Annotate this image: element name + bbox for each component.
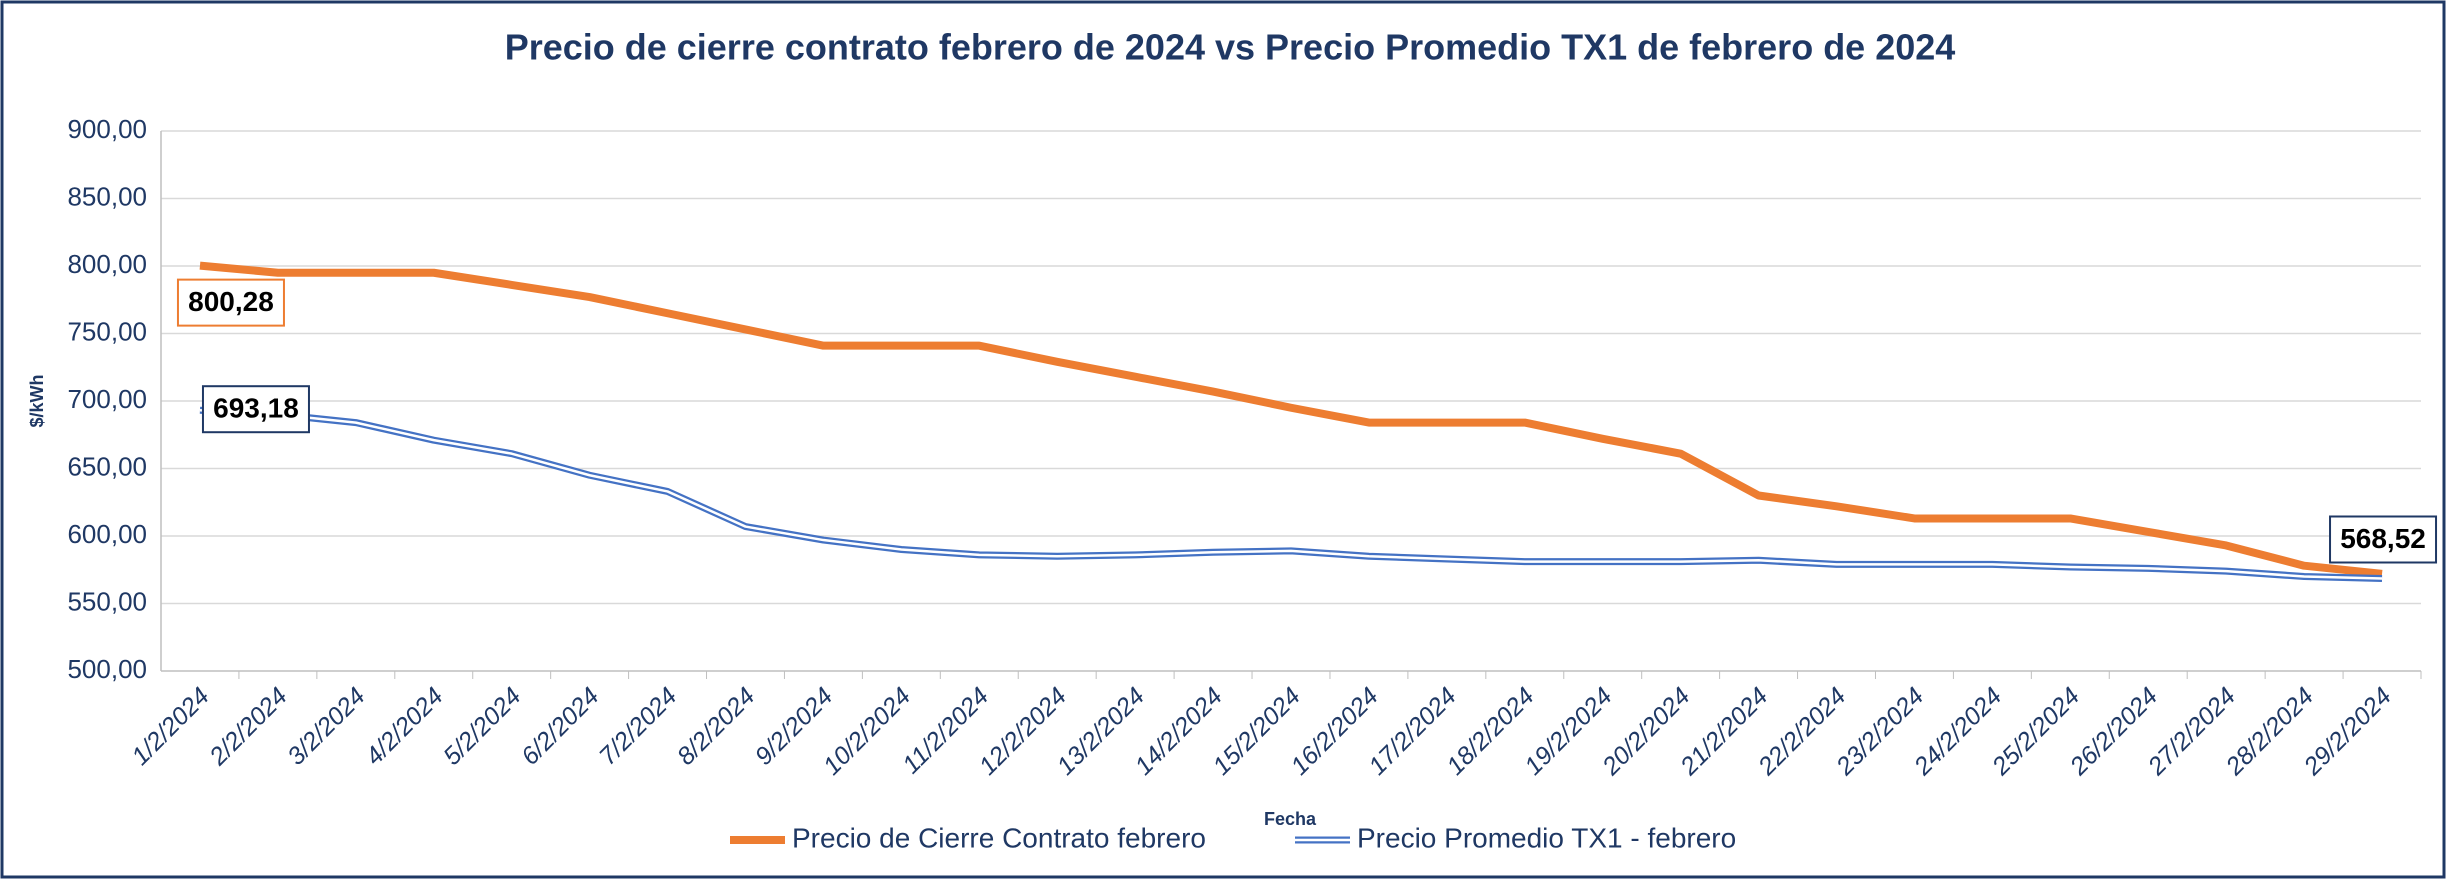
y-tick-label: 600,00 [67, 519, 147, 549]
legend-label: Precio Promedio TX1 - febrero [1357, 822, 1736, 853]
y-tick-label: 500,00 [67, 654, 147, 684]
data-label: 693,18 [213, 393, 299, 424]
y-tick-label: 750,00 [67, 316, 147, 346]
y-tick-label: 850,00 [67, 181, 147, 211]
data-label: 800,28 [188, 286, 274, 317]
data-label-box [176, 278, 285, 327]
data-label: 568,52 [2340, 523, 2426, 554]
y-tick-label: 650,00 [67, 451, 147, 481]
line [199, 261, 2383, 578]
legend-label: Precio de Cierre Contrato febrero [792, 822, 1206, 853]
line-inner [199, 408, 2383, 580]
data-label-box [201, 385, 310, 434]
y-tick-label: 700,00 [67, 384, 147, 414]
y-tick-label: 800,00 [67, 249, 147, 279]
y-tick-label: 900,00 [67, 114, 147, 144]
y-axis-label: $/kWh [27, 374, 47, 427]
chart-title: Precio de cierre contrato febrero de 202… [505, 27, 1956, 68]
data-label-box [2329, 515, 2438, 564]
y-tick-label: 550,00 [67, 586, 147, 616]
x-axis-label: Fecha [1264, 809, 1317, 829]
